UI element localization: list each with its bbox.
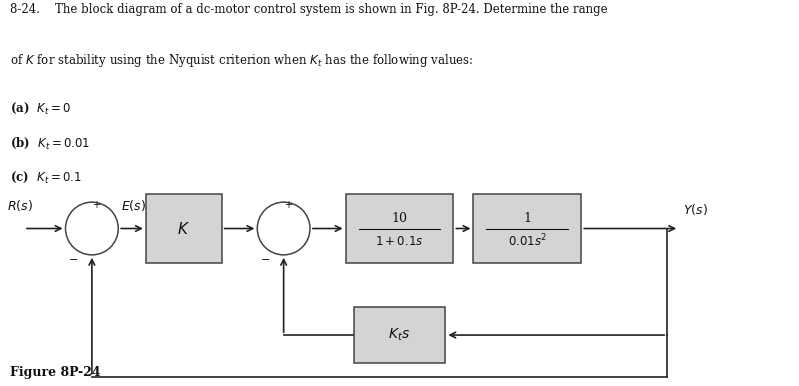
Text: $1 + 0.1s$: $1 + 0.1s$ — [376, 235, 423, 247]
Text: 1: 1 — [523, 212, 531, 225]
Text: $K$: $K$ — [177, 220, 190, 237]
Text: (c)  $K_t = 0.1$: (c) $K_t = 0.1$ — [10, 170, 82, 185]
Ellipse shape — [257, 202, 310, 255]
Text: $R(s)$: $R(s)$ — [7, 198, 33, 213]
Text: +: + — [284, 200, 292, 210]
Bar — [353, 307, 446, 363]
Bar — [473, 194, 582, 263]
Text: $-$: $-$ — [260, 252, 270, 262]
Ellipse shape — [66, 202, 118, 255]
Text: $0.01s^2$: $0.01s^2$ — [507, 233, 547, 249]
Text: (b)  $K_t = 0.01$: (b) $K_t = 0.01$ — [10, 135, 90, 151]
Text: $E(s)$: $E(s)$ — [121, 198, 146, 213]
Bar — [345, 194, 454, 263]
Text: Figure 8P-24: Figure 8P-24 — [10, 366, 101, 379]
Text: of $K$ for stability using the Nyquist criterion when $K_t$ has the following va: of $K$ for stability using the Nyquist c… — [10, 52, 474, 69]
Text: 10: 10 — [392, 212, 407, 225]
Bar — [145, 194, 221, 263]
Text: 8-24.    The block diagram of a dc-motor control system is shown in Fig. 8P-24. : 8-24. The block diagram of a dc-motor co… — [10, 3, 608, 17]
Text: +: + — [92, 200, 100, 210]
Text: (a)  $K_t = 0$: (a) $K_t = 0$ — [10, 101, 72, 116]
Text: $Y(s)$: $Y(s)$ — [682, 202, 708, 217]
Text: $-$: $-$ — [69, 252, 78, 262]
Text: $K_t s$: $K_t s$ — [388, 327, 411, 343]
